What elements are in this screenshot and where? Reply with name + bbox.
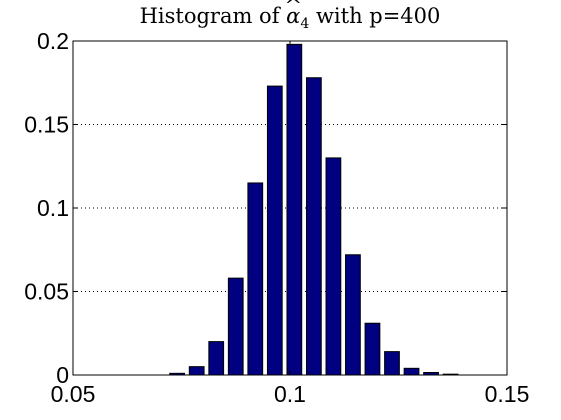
x-tick-label-0: 0.05 — [51, 381, 96, 407]
y-tick-label-0: 0 — [56, 362, 69, 388]
chart-title-symbol: α — [286, 4, 300, 28]
histogram-bar-4 — [247, 182, 264, 376]
histogram-bar-11 — [384, 351, 400, 376]
chart-title-prefix: Histogram of — [140, 4, 287, 28]
histogram-bar-7 — [305, 77, 322, 376]
histogram-bar-3 — [227, 277, 244, 376]
chart-title-suffix: with p=400 — [309, 4, 440, 28]
y-tick-label-3: 0.15 — [24, 112, 69, 138]
histogram-bar-10 — [364, 322, 381, 376]
chart-title-subscript: 4 — [300, 16, 309, 32]
histogram-bar-2 — [208, 341, 225, 376]
histogram-bar-6 — [286, 43, 303, 376]
y-tick-label-1: 0.05 — [24, 279, 69, 305]
chart-title: Histogram of α4 with p=400 — [140, 4, 441, 32]
histogram-bar-8 — [325, 157, 342, 376]
histogram-bar-5 — [266, 85, 283, 376]
histogram-bar-1 — [188, 366, 205, 376]
x-tick-label-1: 0.1 — [274, 381, 306, 407]
histogram-bar-9 — [345, 254, 361, 376]
histogram-bar-12 — [403, 367, 420, 376]
y-tick-label-4: 0.2 — [37, 28, 69, 54]
chart-title-hat: ^ — [284, 0, 302, 18]
y-tick-label-2: 0.1 — [37, 195, 69, 221]
x-tick-label-2: 0.15 — [485, 381, 530, 407]
